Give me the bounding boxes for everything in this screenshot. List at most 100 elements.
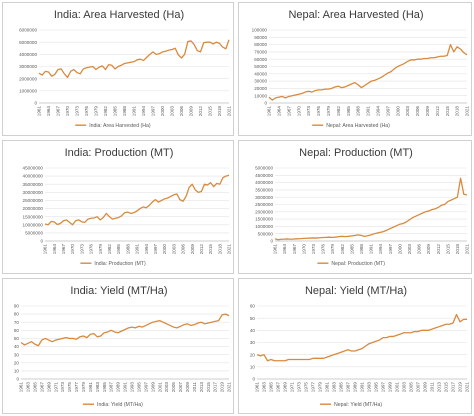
india-yield-x-tick: 1969 bbox=[46, 382, 51, 393]
india-yield-x-tick: 1981 bbox=[88, 382, 93, 393]
india-production-x-tick: 1988 bbox=[125, 244, 130, 255]
nepal-area-x-tick: 2018 bbox=[455, 106, 460, 117]
nepal-production-x-tick: 1988 bbox=[359, 244, 364, 255]
india-production-x-tick: 1991 bbox=[135, 244, 140, 255]
nepal-production-y-tick: 500000 bbox=[258, 231, 274, 236]
india-yield-x-tick: 1975 bbox=[67, 382, 72, 393]
india-yield-x-tick: 1973 bbox=[60, 382, 65, 393]
india-area-x-tick: 2021 bbox=[227, 106, 232, 117]
nepal-production-x-tick: 1979 bbox=[330, 244, 335, 255]
nepal-area-y-tick: 10000 bbox=[254, 93, 267, 98]
nepal-yield-x-tick: 1987 bbox=[346, 382, 351, 393]
india-yield-x-tick: 1961 bbox=[19, 382, 24, 393]
india-area-y-tick: 2000000 bbox=[19, 76, 37, 81]
india-production-x-tick: 2009 bbox=[190, 244, 195, 255]
india-production-x-tick: 1967 bbox=[61, 244, 66, 255]
nepal-yield-x-tick: 1991 bbox=[360, 382, 365, 393]
india-yield-x-tick: 2015 bbox=[206, 382, 211, 393]
nepal-yield-y-tick: 0 bbox=[252, 377, 255, 382]
nepal-yield-x-tick: 1973 bbox=[297, 382, 302, 393]
india-area-y-tick: 0 bbox=[34, 101, 37, 106]
nepal-production-x-tick: 2021 bbox=[465, 244, 470, 255]
india-area-x-tick: 2018 bbox=[217, 106, 222, 117]
nepal-yield-x-tick: 1977 bbox=[311, 382, 316, 393]
india-area-x-tick: 1991 bbox=[132, 106, 137, 117]
india-yield-y-tick: 70 bbox=[14, 320, 20, 325]
india-production-title: India: Production (MT) bbox=[65, 147, 174, 159]
india-production-x-tick: 1970 bbox=[70, 244, 75, 255]
nepal-area-x-tick: 1988 bbox=[356, 106, 361, 117]
nepal-production-x-tick: 1991 bbox=[369, 244, 374, 255]
india-area-y-tick: 4000000 bbox=[19, 52, 37, 57]
nepal-production-y-tick: 1000000 bbox=[255, 224, 273, 229]
india-production-x-tick: 1976 bbox=[89, 244, 94, 255]
india-yield-x-tick: 2021 bbox=[227, 382, 232, 393]
india-area-title: India: Area Harvested (Ha) bbox=[54, 9, 184, 21]
nepal-area-x-tick: 2006 bbox=[415, 106, 420, 117]
india-production-svg: India: Production (MT) 0 5000000 10000000 15… bbox=[23, 147, 232, 267]
nepal-area-y-tick: 40000 bbox=[254, 71, 267, 76]
nepal-yield-x-tick: 1981 bbox=[325, 382, 330, 393]
nepal-production-x-tick: 1994 bbox=[378, 244, 383, 255]
nepal-yield-x-tick: 1995 bbox=[374, 382, 379, 393]
nepal-yield-y-tick: 60 bbox=[250, 304, 256, 309]
nepal-yield-x-tick: 1967 bbox=[276, 382, 281, 393]
india-production-chart: India: Production (MT) 0 5000000 10000000 15… bbox=[2, 140, 234, 274]
nepal-area-x-tick: 2009 bbox=[425, 106, 430, 117]
nepal-production-y-tick: 0 bbox=[270, 239, 273, 244]
india-area-x-tick: 2003 bbox=[170, 106, 175, 117]
nepal-yield-y-tick: 20 bbox=[250, 352, 256, 357]
nepal-yield-x-tick: 2013 bbox=[437, 382, 442, 393]
india-yield-x-tick: 2005 bbox=[171, 382, 176, 393]
nepal-area-y-tick: 60000 bbox=[254, 57, 267, 62]
india-production-x-tick: 2000 bbox=[162, 244, 167, 255]
india-yield-svg: India: Yield (MT/Ha) 0 10 20 30 40 50 60 70 80 90 1… bbox=[14, 285, 232, 408]
india-production-x-tick: 1985 bbox=[116, 244, 121, 255]
india-production-y-tick: 30000000 bbox=[23, 190, 44, 195]
india-area-x-tick: 1967 bbox=[56, 106, 61, 117]
india-production-y-tick: 35000000 bbox=[23, 182, 44, 187]
nepal-production-x-tick: 1985 bbox=[349, 244, 354, 255]
india-yield-x-tick: 1991 bbox=[123, 382, 128, 393]
nepal-yield-x-tick: 1979 bbox=[318, 382, 323, 393]
india-production-x-tick: 2021 bbox=[227, 244, 232, 255]
india-yield-x-tick: 1965 bbox=[32, 382, 37, 393]
nepal-yield-x-tick: 2007 bbox=[416, 382, 421, 393]
india-yield-x-tick: 1971 bbox=[53, 382, 58, 393]
nepal-production-y-tick: 3000000 bbox=[255, 195, 273, 200]
india-production-x-tick: 1979 bbox=[98, 244, 103, 255]
india-yield-x-tick: 2011 bbox=[192, 382, 197, 392]
nepal-production-title: Nepal: Production (MT) bbox=[299, 147, 413, 159]
nepal-production-y-tick: 3500000 bbox=[255, 188, 273, 193]
india-production-series-line bbox=[44, 174, 230, 226]
india-production-y-tick: 45000000 bbox=[23, 166, 44, 171]
nepal-area-x-tick: 2000 bbox=[395, 106, 400, 117]
nepal-yield-x-tick: 2011 bbox=[430, 382, 435, 392]
india-yield-x-tick: 1993 bbox=[130, 382, 135, 393]
india-area-x-tick: 1961 bbox=[37, 106, 42, 117]
nepal-yield-x-tick: 1969 bbox=[283, 382, 288, 393]
india-yield-x-tick: 2013 bbox=[199, 382, 204, 393]
india-production-x-tick: 2018 bbox=[217, 244, 222, 255]
nepal-area-y-tick: 50000 bbox=[254, 64, 267, 69]
india-area-y-tick: 6000000 bbox=[19, 28, 37, 33]
nepal-yield-y-tick: 40 bbox=[250, 328, 256, 333]
india-area-series-line bbox=[38, 39, 230, 79]
india-area-x-tick: 1988 bbox=[122, 106, 127, 117]
nepal-yield-x-tick: 2003 bbox=[402, 382, 407, 393]
india-area-x-tick: 1970 bbox=[65, 106, 70, 117]
nepal-area-x-tick: 1982 bbox=[336, 106, 341, 117]
india-yield-legend-label: India: Yield (MT/Ha) bbox=[97, 402, 143, 408]
nepal-production-y-tick: 2000000 bbox=[255, 209, 273, 214]
india-area-legend-label: India: Area Harvested (Ha) bbox=[89, 123, 151, 129]
india-area-x-tick: 1985 bbox=[113, 106, 118, 117]
india-yield-series-line bbox=[20, 313, 230, 347]
india-area-y-tick: 3000000 bbox=[19, 64, 37, 69]
india-yield-y-tick: 80 bbox=[14, 312, 20, 317]
nepal-area-legend-label: Nepal: Area Harvested (Ha) bbox=[326, 123, 390, 129]
india-production-x-tick: 2003 bbox=[171, 244, 176, 255]
nepal-yield-x-tick: 1961 bbox=[255, 382, 260, 393]
india-area-x-tick: 1982 bbox=[103, 106, 108, 117]
nepal-production-y-tick: 2500000 bbox=[255, 202, 273, 207]
